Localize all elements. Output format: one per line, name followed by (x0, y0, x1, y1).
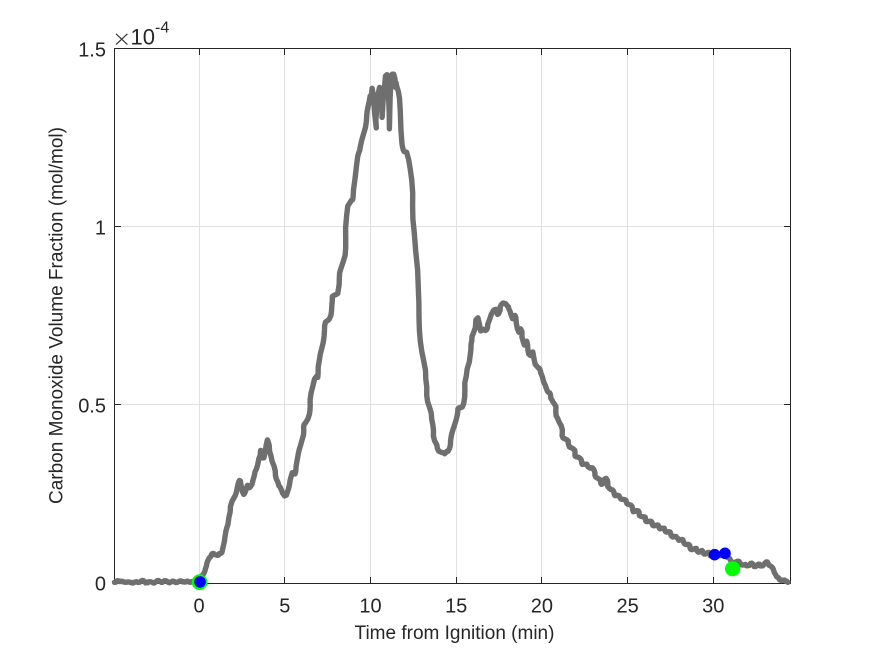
svg-text:10: 10 (359, 596, 381, 618)
svg-text:Time from Ignition (min): Time from Ignition (min) (355, 623, 555, 644)
svg-text:1: 1 (95, 217, 106, 239)
svg-text:5: 5 (279, 596, 290, 618)
svg-text:25: 25 (616, 596, 638, 618)
svg-text:30: 30 (702, 596, 724, 618)
svg-text:15: 15 (445, 596, 467, 618)
svg-text:0: 0 (95, 573, 106, 595)
svg-text:Carbon Monoxide Volume Fractio: Carbon Monoxide Volume Fraction (mol/mol… (47, 127, 68, 504)
svg-text:1.5: 1.5 (78, 39, 106, 61)
svg-text:20: 20 (531, 596, 553, 618)
svg-text:0: 0 (194, 596, 205, 618)
svg-text:0.5: 0.5 (78, 395, 106, 417)
